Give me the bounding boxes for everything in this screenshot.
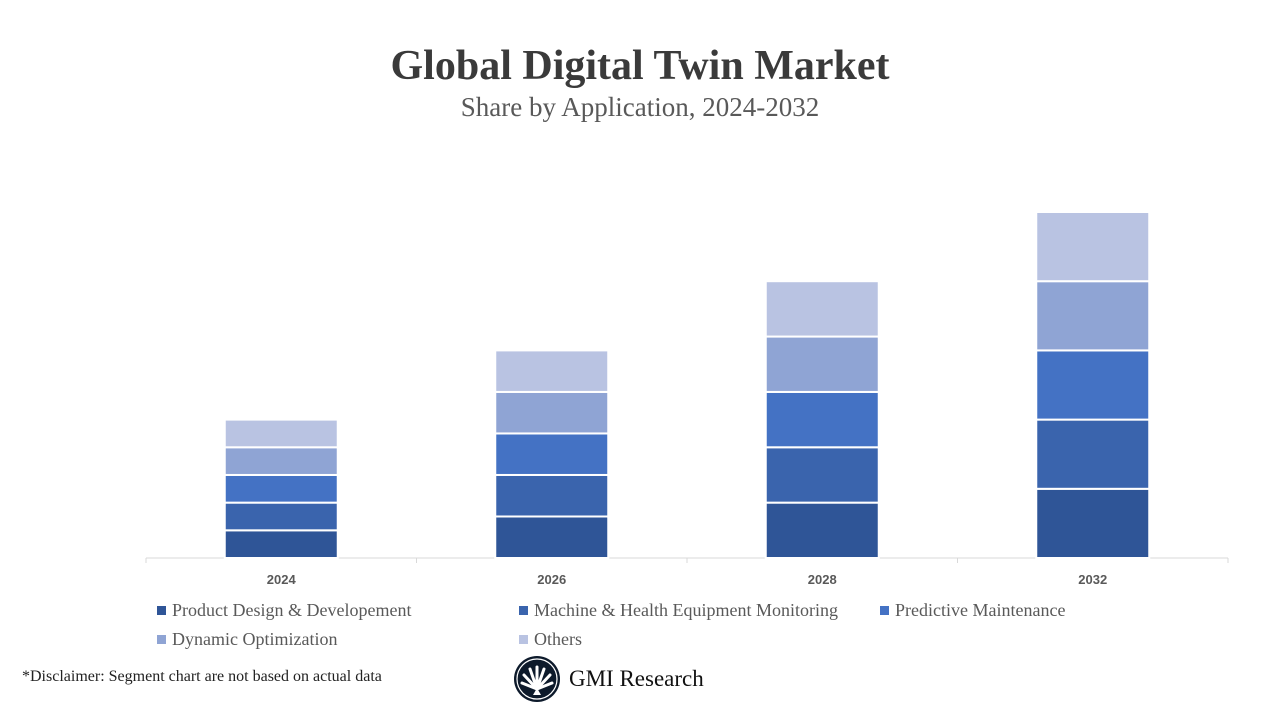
- legend-item: Dynamic Optimization: [157, 629, 337, 650]
- legend-swatch: [157, 635, 166, 644]
- bar-segment: [1035, 487, 1151, 559]
- x-tick-label: 2026: [537, 572, 566, 587]
- logo-text: GMI Research: [569, 666, 704, 691]
- bar-segment: [1035, 211, 1151, 283]
- bar-segment: [494, 390, 610, 435]
- legend-swatch: [880, 606, 889, 615]
- bar-segment: [764, 280, 880, 338]
- gmi-logo: GMI Research: [513, 655, 704, 703]
- bar-segment: [494, 515, 610, 559]
- bar-segment: [223, 473, 339, 504]
- legend-item: Others: [519, 629, 582, 650]
- legend-label: Machine & Health Equipment Monitoring: [534, 600, 838, 620]
- bar-segment: [764, 501, 880, 560]
- bar-segment: [494, 432, 610, 476]
- bar-segment: [223, 501, 339, 532]
- bar-segment: [494, 349, 610, 393]
- logo-icon: [514, 656, 560, 702]
- legend-swatch: [157, 606, 166, 615]
- x-tick-label: 2032: [1078, 572, 1107, 587]
- bar-segment: [1035, 280, 1151, 352]
- legend-label: Dynamic Optimization: [172, 629, 338, 649]
- legend-swatch: [519, 606, 528, 615]
- legend-item: Predictive Maintenance: [880, 600, 1065, 621]
- legend-label: Others: [534, 629, 582, 649]
- bar-segment: [223, 418, 339, 449]
- bar-segment: [223, 529, 339, 560]
- disclaimer: *Disclaimer: Segment chart are not based…: [22, 668, 382, 685]
- legend-label: Product Design & Developement: [172, 600, 412, 620]
- chart-subtitle: Share by Application, 2024-2032: [460, 92, 820, 122]
- bar-segment: [764, 390, 880, 449]
- bar-segment: [494, 473, 610, 518]
- chart-title: Global Digital Twin Market: [390, 43, 890, 89]
- bar-segment: [1035, 418, 1151, 490]
- bar-segment: [1035, 349, 1151, 421]
- legend-item: Product Design & Developement: [157, 600, 411, 621]
- bar-segment: [764, 335, 880, 393]
- bar-segment: [764, 446, 880, 504]
- legend-item: Machine & Health Equipment Monitoring: [519, 600, 838, 621]
- legend-swatch: [519, 635, 528, 644]
- x-tick-label: 2024: [267, 572, 297, 587]
- bar-segment: [223, 446, 339, 476]
- x-tick-label: 2028: [808, 572, 837, 587]
- legend-label: Predictive Maintenance: [895, 600, 1066, 620]
